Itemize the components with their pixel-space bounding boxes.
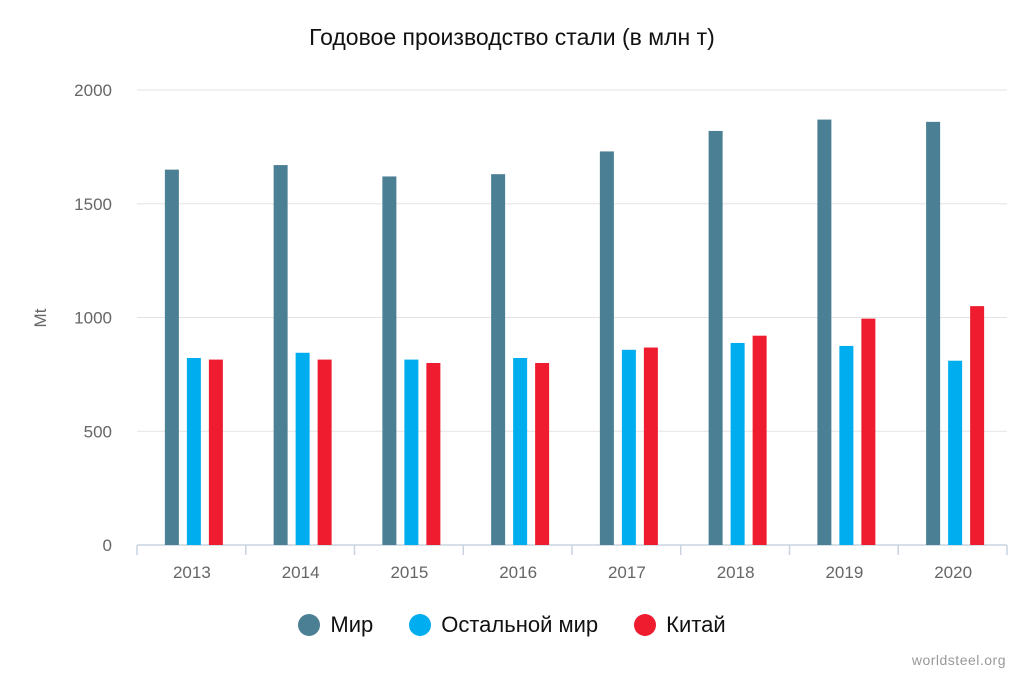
legend-marker-icon — [298, 614, 321, 636]
bar-1-2016 — [513, 357, 528, 545]
bar-chart: 0 500 1000 1500 2000 Mt 2013 2014 2015 2016 2017 20… — [31, 81, 1008, 582]
legend-label: Мир — [330, 612, 374, 637]
x-tick-label: 2013 — [173, 563, 211, 582]
bar-2-2013 — [208, 359, 223, 545]
bar-1-2019 — [839, 345, 854, 545]
x-tick-label: 2020 — [934, 563, 972, 582]
y-tick-label: 500 — [84, 422, 112, 441]
bar-1-2018 — [730, 342, 745, 545]
bar-2-2018 — [752, 335, 767, 545]
y-tick-label: 0 — [103, 536, 112, 555]
legend: Мир Остальной мир Китай — [0, 612, 1024, 638]
y-tick-label: 1500 — [74, 195, 112, 214]
bar-0-2017 — [599, 151, 614, 546]
bar-2-2015 — [426, 363, 441, 545]
x-tick-label: 2017 — [608, 563, 646, 582]
x-tick-label: 2018 — [717, 563, 755, 582]
legend-item-rest-of-world[interactable]: Остальной мир — [409, 612, 598, 638]
bar-0-2015 — [382, 176, 397, 545]
bar-2-2016 — [535, 363, 550, 545]
legend-label: Китай — [666, 612, 726, 637]
bar-0-2016 — [491, 174, 506, 546]
bar-2-2019 — [861, 318, 876, 545]
bar-1-2013 — [186, 357, 201, 545]
x-tick-label: 2014 — [282, 563, 320, 582]
bar-1-2020 — [948, 360, 963, 545]
source-credit: worldsteel.org — [911, 652, 1006, 668]
x-tick-label: 2015 — [390, 563, 428, 582]
x-tick-label: 2016 — [499, 563, 537, 582]
chart-title: Годовое производство стали (в млн т) — [309, 24, 715, 50]
bar-2-2014 — [317, 359, 332, 545]
legend-item-china[interactable]: Китай — [634, 612, 726, 638]
bar-0-2013 — [164, 169, 179, 545]
y-tick-label: 2000 — [74, 81, 112, 100]
legend-marker-icon — [634, 614, 657, 636]
bar-0-2020 — [926, 121, 941, 545]
bar-1-2017 — [621, 349, 636, 545]
bar-0-2018 — [708, 130, 723, 545]
legend-marker-icon — [409, 614, 432, 636]
x-tick-label: 2019 — [825, 563, 863, 582]
bar-2-2017 — [643, 347, 658, 545]
y-tick-label: 1000 — [74, 309, 112, 328]
bar-1-2014 — [295, 352, 310, 545]
bar-0-2019 — [817, 119, 832, 545]
y-axis-label: Mt — [31, 308, 50, 327]
bar-0-2014 — [273, 165, 288, 545]
legend-item-world[interactable]: Мир — [298, 612, 373, 638]
bar-2-2020 — [970, 306, 985, 545]
legend-label: Остальной мир — [441, 612, 599, 637]
bar-1-2015 — [404, 359, 419, 545]
